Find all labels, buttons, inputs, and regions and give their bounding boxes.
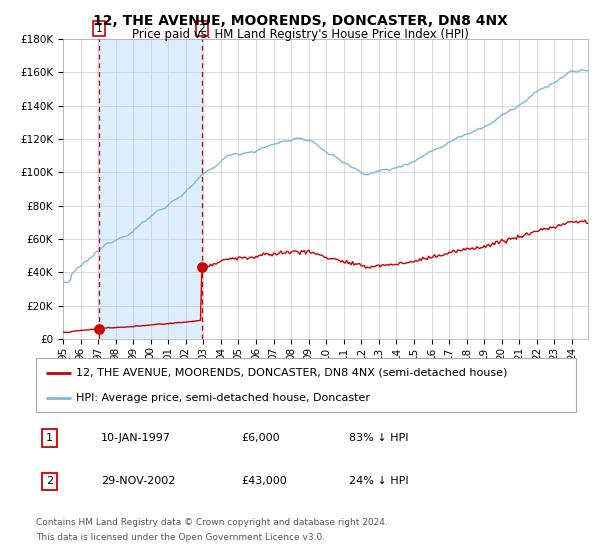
Text: Price paid vs. HM Land Registry's House Price Index (HPI): Price paid vs. HM Land Registry's House … [131, 28, 469, 41]
Point [94, 324, 104, 333]
Text: 2: 2 [46, 477, 53, 487]
Point [197, 263, 207, 272]
Text: 2: 2 [199, 24, 205, 34]
Text: 24% ↓ HPI: 24% ↓ HPI [349, 477, 409, 487]
Bar [99, 39, 202, 339]
Text: Contains HM Land Registry data © Crown copyright and database right 2024.: Contains HM Land Registry data © Crown c… [36, 518, 388, 527]
FancyBboxPatch shape [36, 358, 576, 412]
Text: 12, THE AVENUE, MOORENDS, DONCASTER, DN8 4NX (semi-detached house): 12, THE AVENUE, MOORENDS, DONCASTER, DN8… [77, 368, 508, 378]
Text: This data is licensed under the Open Government Licence v3.0.: This data is licensed under the Open Gov… [36, 533, 325, 542]
Text: 83% ↓ HPI: 83% ↓ HPI [349, 433, 409, 443]
Text: HPI: Average price, semi-detached house, Doncaster: HPI: Average price, semi-detached house,… [77, 393, 371, 403]
Text: 12, THE AVENUE, MOORENDS, DONCASTER, DN8 4NX: 12, THE AVENUE, MOORENDS, DONCASTER, DN8… [92, 14, 508, 28]
Text: 10-JAN-1997: 10-JAN-1997 [101, 433, 171, 443]
Text: 29-NOV-2002: 29-NOV-2002 [101, 477, 175, 487]
Text: 1: 1 [95, 24, 102, 34]
Text: £43,000: £43,000 [241, 477, 287, 487]
Text: £6,000: £6,000 [241, 433, 280, 443]
Text: 1: 1 [46, 433, 53, 443]
